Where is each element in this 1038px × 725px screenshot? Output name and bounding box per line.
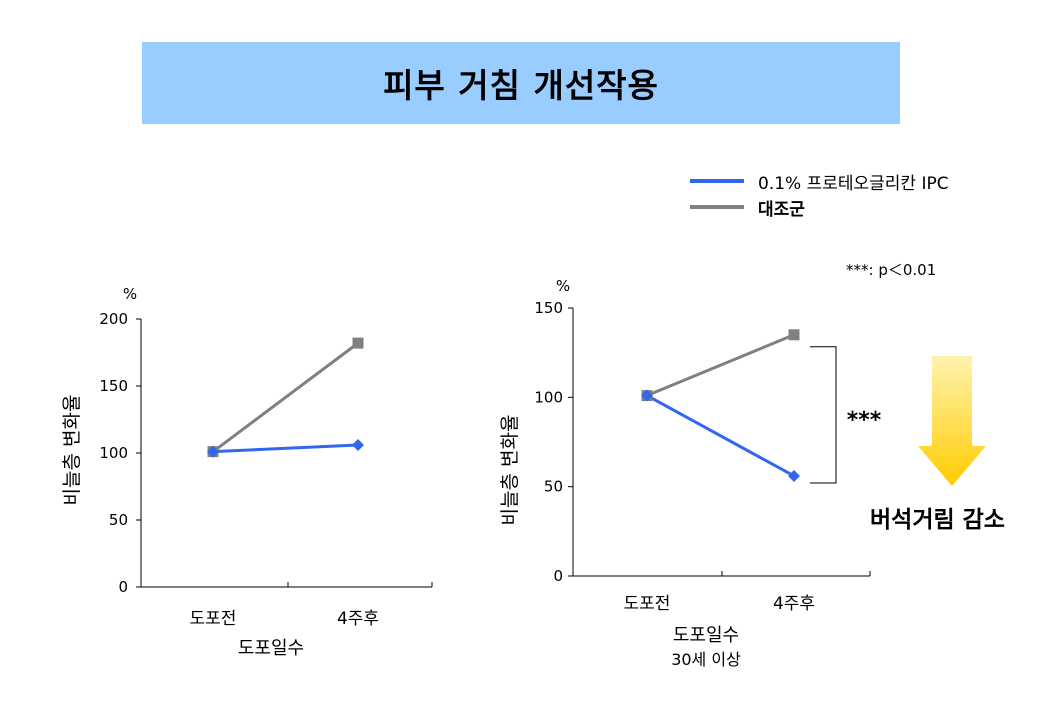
legend-swatch-control [690, 205, 744, 209]
y-tick-label: 100 [99, 444, 128, 462]
y-tick-label: 100 [534, 388, 563, 406]
x-axis-sublabel: 30세 이상 [671, 650, 741, 669]
y-tick-label: 0 [553, 567, 563, 585]
y-tick-label: 0 [118, 578, 128, 596]
x-axis-label: 도포일수 [238, 638, 304, 659]
series-line [646, 394, 795, 478]
legend-item-treatment: 0.1% 프로테오글리칸 IPC [690, 168, 949, 194]
x-tick-label: 4주후 [337, 609, 379, 629]
y-unit-label: % [556, 277, 570, 295]
y-axis-label: 비늘층 변화율 [499, 415, 521, 526]
y-unit-label: % [123, 285, 137, 303]
legend-item-control: 대조군 [690, 194, 949, 220]
data-point-square [788, 329, 800, 341]
x-axis-label: 도포일수 [673, 625, 739, 646]
title-banner: 피부 거침 개선작용 [142, 42, 900, 124]
significance-bracket [810, 346, 837, 484]
x-tick-label: 4주후 [773, 594, 815, 614]
legend-label-control: 대조군 [758, 199, 805, 220]
series-line [646, 333, 795, 397]
y-tick-label: 50 [109, 511, 128, 529]
data-point-square [352, 337, 364, 349]
y-axis-label: 비늘층 변화율 [61, 395, 83, 506]
down-arrow-icon [918, 356, 986, 486]
data-point-diamond [641, 389, 653, 402]
series-line [212, 443, 359, 454]
y-tick-label: 150 [99, 377, 128, 395]
x-tick-label: 도포전 [190, 609, 237, 629]
legend: 0.1% 프로테오글리칸 IPC 대조군 [690, 168, 949, 220]
legend-swatch-treatment [690, 179, 744, 183]
significance-marker: *** [847, 408, 882, 433]
data-point-diamond [207, 445, 219, 458]
chart-title: 피부 거침 개선작용 [383, 66, 659, 105]
y-tick-label: 50 [544, 478, 563, 496]
significance-note: ***: p＜0.01 [846, 261, 937, 279]
data-point-diamond [788, 469, 800, 482]
y-tick-label: 200 [99, 310, 128, 328]
x-tick-label: 도포전 [624, 594, 671, 614]
reduction-label: 버석거림 감소 [870, 507, 1005, 533]
y-tick-label: 150 [534, 299, 563, 317]
series-line [212, 341, 359, 453]
legend-label-treatment: 0.1% 프로테오글리칸 IPC [758, 173, 949, 194]
data-point-diamond [352, 438, 364, 451]
